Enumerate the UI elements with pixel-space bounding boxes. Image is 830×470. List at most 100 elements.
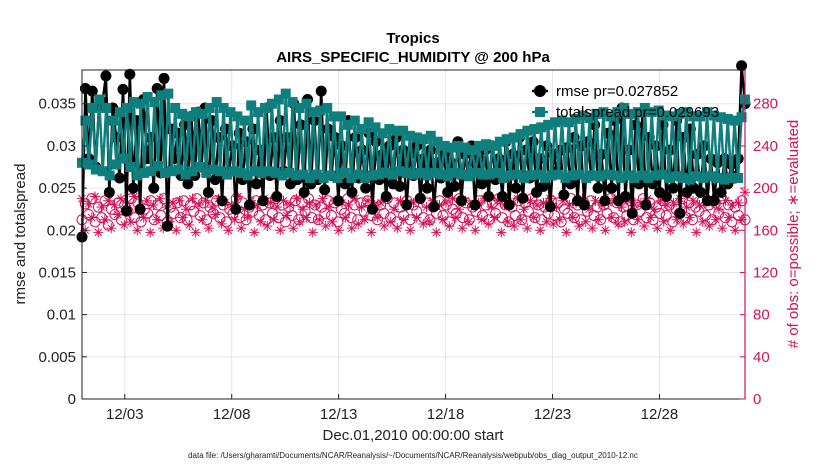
- totalspread-point: [387, 169, 398, 180]
- totalspread-point: [567, 170, 578, 181]
- obs-evaluated-point: [450, 212, 461, 223]
- obs-evaluated-point: [652, 223, 663, 234]
- asterisk-stroke: [669, 199, 678, 207]
- totalspread-point: [329, 111, 340, 122]
- totalspread-point: [670, 171, 681, 182]
- obs-evaluated-point: [340, 212, 351, 223]
- obs-evaluated-point: [714, 204, 724, 215]
- rmse-point: [483, 191, 495, 203]
- obs-evaluated-point: [457, 223, 468, 234]
- totalspread-point: [163, 88, 174, 99]
- asterisk-stroke: [318, 194, 327, 203]
- obs-evaluated-point: [112, 209, 123, 220]
- totalspread-point: [733, 172, 744, 183]
- totalspread-point: [232, 111, 243, 122]
- rmse-point: [103, 186, 115, 198]
- obs-evaluated-point: [116, 193, 126, 204]
- obs-evaluated-point: [311, 199, 321, 210]
- totalspread-point: [646, 107, 657, 118]
- totalspread-point: [177, 108, 188, 119]
- rmse-point: [257, 195, 269, 207]
- totalspread-point: [484, 169, 495, 180]
- obs-possible-point: [89, 216, 101, 228]
- obs-possible-point: [555, 216, 567, 228]
- asterisk-stroke: [364, 196, 372, 205]
- obs-evaluated-point: [288, 223, 299, 234]
- asterisk-stroke: [279, 196, 288, 205]
- totalspread-point: [470, 167, 481, 178]
- obs-evaluated-point: [148, 199, 159, 210]
- totalspread-point: [246, 100, 257, 111]
- totalspread-point: [505, 170, 516, 181]
- totalspread-point: [222, 169, 233, 180]
- totalspread-point: [242, 170, 253, 181]
- asterisk-stroke: [195, 201, 203, 209]
- rmse-point: [380, 191, 392, 203]
- asterisk-stroke: [344, 201, 353, 209]
- rmse-point: [216, 195, 228, 207]
- asterisk-stroke: [351, 194, 359, 203]
- obs-evaluated-point: [174, 195, 185, 206]
- rmse-point: [640, 199, 652, 211]
- asterisk-stroke: [633, 215, 642, 224]
- obs-evaluated-point: [496, 227, 507, 238]
- x-tick-label: 12/03: [106, 406, 144, 423]
- totalspread-point: [298, 169, 308, 180]
- obs-evaluated-point: [298, 204, 308, 215]
- totalspread-point: [543, 119, 554, 130]
- rmse-point: [503, 199, 515, 211]
- obs-evaluated-point: [187, 193, 198, 204]
- obs-evaluated-point: [249, 227, 260, 238]
- obs-evaluated-point: [90, 191, 100, 202]
- x-tick-label: 12/13: [320, 406, 358, 423]
- obs-evaluated-point: [99, 214, 110, 225]
- asterisk-stroke: [100, 215, 109, 224]
- totalspread-point: [698, 172, 709, 183]
- legend-spread-marker: [535, 107, 545, 117]
- asterisk-stroke: [120, 221, 129, 229]
- asterisk-stroke: [399, 215, 408, 224]
- rmse-point: [455, 195, 467, 207]
- totalspread-point: [142, 91, 153, 102]
- x-tick-label: 12/28: [641, 406, 679, 423]
- totalspread-point: [235, 167, 246, 178]
- totalspread-point: [194, 162, 205, 173]
- obs-possible-point: [509, 210, 521, 222]
- rmse-point: [315, 85, 327, 97]
- asterisk-stroke: [568, 213, 577, 222]
- totalspread-point: [539, 172, 550, 183]
- totalspread-point: [152, 161, 163, 172]
- obs-evaluated-point: [203, 223, 214, 234]
- x-axis-label: Dec.01,2010 00:00:00 start: [323, 427, 505, 444]
- rmse-point: [414, 192, 426, 204]
- asterisk-stroke: [393, 224, 402, 233]
- totalspread-point: [615, 172, 626, 183]
- asterisk-stroke: [487, 203, 496, 211]
- totalspread-point: [643, 172, 654, 183]
- totalspread-point: [715, 112, 726, 123]
- totalspread-point: [525, 170, 536, 181]
- rmse-point: [360, 182, 372, 194]
- obs-evaluated-point: [285, 199, 295, 210]
- totalspread-point: [498, 172, 509, 183]
- asterisk-stroke: [705, 222, 714, 230]
- totalspread-point: [439, 140, 450, 151]
- asterisk-stroke: [445, 222, 454, 230]
- totalspread-point: [239, 115, 250, 126]
- obs-evaluated-point: [223, 225, 234, 236]
- obs-evaluated-point: [632, 214, 643, 225]
- obs-evaluated-point: [151, 214, 162, 225]
- totalspread-point: [695, 111, 706, 122]
- asterisk-stroke: [646, 213, 655, 222]
- asterisk-stroke: [201, 196, 210, 205]
- totalspread-point: [522, 125, 533, 136]
- asterisk-stroke: [448, 194, 457, 203]
- obs-evaluated-point: [684, 212, 695, 223]
- asterisk-stroke: [715, 205, 723, 214]
- totalspread-point: [556, 115, 567, 126]
- obs-evaluated-point: [733, 197, 744, 208]
- asterisk-stroke: [640, 222, 649, 230]
- y-tick-label: 0.025: [38, 180, 76, 197]
- totalspread-point: [601, 169, 612, 180]
- obs-evaluated-point: [327, 216, 338, 227]
